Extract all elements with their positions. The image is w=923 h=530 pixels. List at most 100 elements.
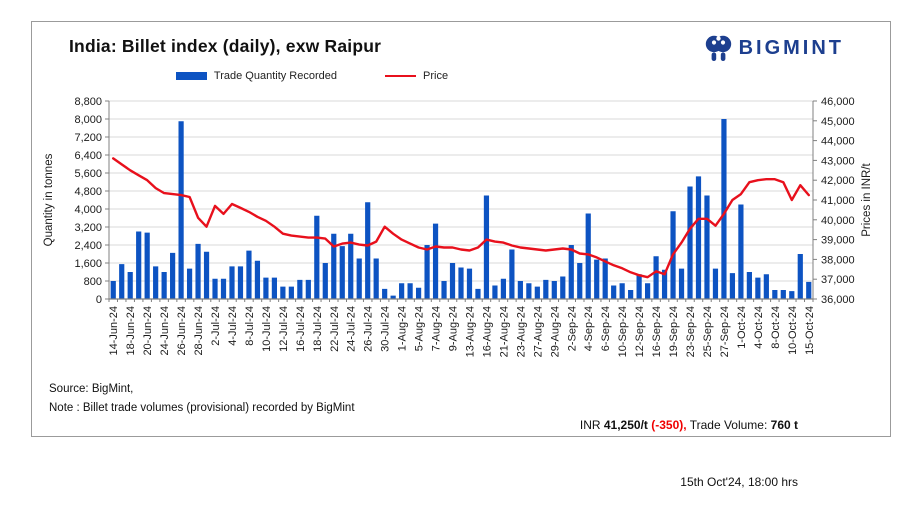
bar — [237, 266, 244, 299]
x-axis-label: 28-Jun-24 — [193, 306, 205, 356]
right-axis-tick-label: 36,000 — [821, 294, 855, 306]
note-text: Note : Billet trade volumes (provisional… — [49, 402, 355, 414]
x-axis-label: 13-Aug-24 — [464, 306, 476, 357]
x-axis-label: 10-Jul-24 — [261, 306, 273, 352]
bar — [305, 279, 311, 299]
x-axis-label: 20-Jun-24 — [142, 306, 154, 356]
x-axis-label: 27-Aug-24 — [532, 306, 544, 357]
bar — [712, 268, 719, 299]
price-summary-line: INR 41,250/t (-350), Trade Volume: 760 t — [580, 416, 798, 435]
bigmint-logo-icon — [705, 35, 731, 61]
price-line — [111, 157, 810, 279]
x-axis-label: 5-Aug-24 — [414, 306, 426, 351]
bar — [729, 273, 736, 299]
bar — [110, 281, 116, 299]
x-axis-label: 1-Aug-24 — [397, 306, 409, 351]
x-axis-label: 4-Oct-24 — [753, 306, 765, 349]
left-axis-tick-label: 8,800 — [74, 96, 102, 108]
legend-line-label: Price — [423, 70, 449, 82]
right-axis-title: Prices in INR/t — [861, 162, 873, 236]
x-axis-label: 4-Jul-24 — [227, 306, 239, 346]
chart-title: India: Billet index (daily), exw Raipur — [69, 36, 382, 56]
bar — [721, 119, 727, 299]
bar — [178, 121, 184, 299]
x-axis-label: 18-Jul-24 — [312, 306, 324, 352]
bar — [365, 202, 371, 299]
bar — [594, 259, 600, 299]
price-change: (-350), — [647, 418, 687, 432]
bar — [492, 285, 498, 299]
left-axis-tick-label: 4,000 — [74, 204, 102, 216]
bar — [466, 268, 473, 299]
bar — [297, 279, 303, 299]
bar — [263, 277, 269, 299]
bar — [424, 245, 430, 299]
x-axis-label: 16-Aug-24 — [481, 306, 493, 357]
footer-price-summary: INR 41,250/t (-350), Trade Volume: 760 t… — [580, 378, 798, 530]
bar — [153, 266, 159, 299]
legend-item-trade-quantity: Trade Quantity Recorded — [175, 70, 337, 82]
bar — [280, 286, 286, 299]
bar — [763, 274, 769, 299]
x-axis-label: 23-Aug-24 — [515, 306, 527, 357]
bar — [288, 286, 294, 299]
bar — [687, 186, 693, 299]
right-axis-tick-label: 41,000 — [821, 195, 855, 207]
bar — [636, 274, 642, 299]
x-axis-label: 18-Jun-24 — [125, 306, 137, 356]
bar — [254, 260, 261, 299]
bar — [432, 223, 439, 299]
bar — [619, 283, 625, 299]
bar — [602, 258, 608, 299]
x-axis-label: 1-Oct-24 — [736, 306, 748, 349]
bar — [356, 258, 362, 299]
legend-line-swatch — [385, 75, 417, 77]
legend-item-price: Price — [385, 70, 448, 82]
bar — [577, 263, 583, 299]
chart-legend: Trade Quantity Recorded Price — [132, 70, 492, 82]
bar — [772, 290, 778, 299]
bar — [738, 204, 744, 299]
x-axis-label: 25-Sep-24 — [702, 306, 714, 357]
bar — [483, 195, 490, 299]
bar — [271, 277, 277, 299]
bar — [373, 258, 379, 299]
bar — [517, 281, 523, 299]
bar — [560, 276, 566, 299]
right-axis-tick-label: 37,000 — [821, 274, 855, 286]
bar — [568, 245, 574, 299]
footer-source-note: Source: BigMint, Note : Billet trade vol… — [49, 380, 355, 418]
left-axis-tick-label: 0 — [96, 294, 102, 306]
bar — [186, 268, 193, 299]
bar — [475, 288, 481, 299]
bar — [789, 291, 795, 299]
bar — [441, 281, 447, 299]
bar — [246, 250, 252, 299]
right-axis-tick-label: 44,000 — [821, 136, 855, 148]
x-axis-label: 12-Jul-24 — [278, 306, 290, 352]
bar — [415, 287, 422, 299]
left-axis-tick-label: 7,200 — [74, 132, 102, 144]
x-axis-label: 14-Jun-24 — [108, 306, 120, 356]
x-axis-label: 23-Sep-24 — [685, 306, 697, 357]
bar — [331, 233, 337, 299]
bar — [161, 272, 167, 299]
bigmint-logo: BIGMINT — [705, 34, 844, 62]
volume-label: Trade Volume: — [686, 418, 771, 432]
x-axis-label: 6-Sep-24 — [600, 306, 612, 351]
left-axis-tick-label: 5,600 — [74, 168, 102, 180]
bar — [653, 256, 659, 299]
bar — [322, 263, 328, 299]
x-axis-label: 26-Jul-24 — [363, 306, 375, 352]
x-axis-label: 12-Sep-24 — [634, 306, 646, 357]
x-axis-label: 29-Aug-24 — [549, 306, 561, 357]
x-axis-label: 7-Aug-24 — [431, 306, 443, 351]
x-axis-label: 15-Oct-24 — [804, 306, 816, 355]
x-axis-label: 21-Aug-24 — [498, 306, 510, 357]
left-axis-tick-label: 1,600 — [74, 258, 102, 270]
x-axis-label: 9-Aug-24 — [448, 306, 460, 351]
bar — [170, 252, 176, 299]
x-axis-label: 2-Sep-24 — [566, 306, 578, 351]
left-axis-tick-label: 4,800 — [74, 186, 102, 198]
bar — [136, 231, 142, 299]
